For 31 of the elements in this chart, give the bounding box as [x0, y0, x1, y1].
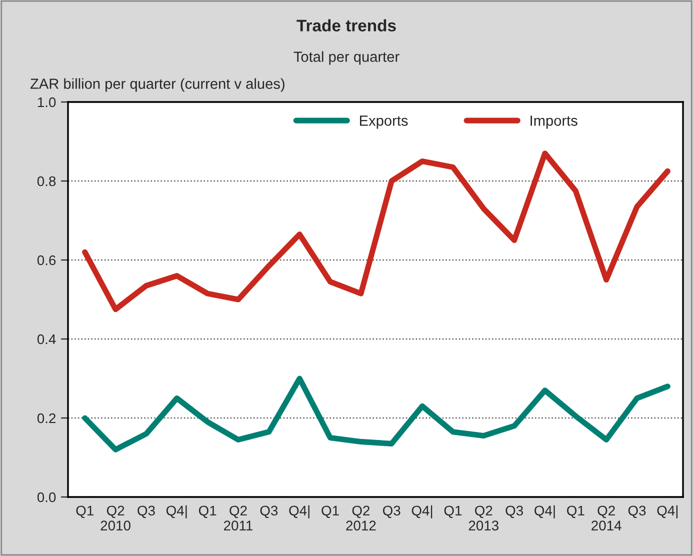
x-tick-label: Q3: [138, 506, 155, 518]
x-tick-label: Q1: [198, 506, 216, 518]
y-tick-label: 0.2: [37, 413, 56, 424]
x-tick-label: Q4|: [412, 505, 432, 518]
chart-subtitle: Total per quarter: [294, 51, 400, 65]
x-tick-label: Q2 2014: [592, 506, 622, 530]
x-tick-label: Q1: [76, 506, 94, 518]
x-tick-label: Q4|: [657, 505, 678, 518]
x-tick-label: Q2 2013: [468, 506, 498, 530]
y-tick-label: 0.4: [37, 334, 56, 344]
y-tick-label: 1.0: [38, 97, 56, 108]
legend-label: Imports: [530, 116, 578, 129]
x-tick-label: Q4|: [289, 505, 310, 518]
x-tick-label: Q1: [322, 506, 339, 518]
x-tick-label: Q3: [260, 506, 278, 518]
y-tick-label: 0.0: [37, 492, 56, 502]
x-tick-label: Q3: [383, 506, 400, 518]
x-tick-label: Q3: [628, 506, 646, 518]
legend-label: Exports: [360, 116, 408, 129]
chart-title: Trade trends: [296, 19, 396, 32]
x-tick-label: Q4|: [166, 505, 187, 518]
x-tick-label: Q1: [567, 506, 584, 518]
x-tick-label: Q1: [444, 506, 462, 518]
y-axis-title: ZAR billion per quarter (current v alues): [30, 78, 284, 92]
x-tick-label: Q2 2011: [224, 506, 252, 530]
x-tick-label: Q2 2010: [100, 506, 130, 530]
x-tick-label: Q4|: [534, 505, 555, 518]
y-tick-label: 0.6: [37, 255, 56, 266]
x-tick-label: Q3: [506, 506, 523, 518]
x-tick-label: Q2 2012: [346, 506, 376, 530]
y-tick-label: 0.8: [37, 176, 56, 186]
